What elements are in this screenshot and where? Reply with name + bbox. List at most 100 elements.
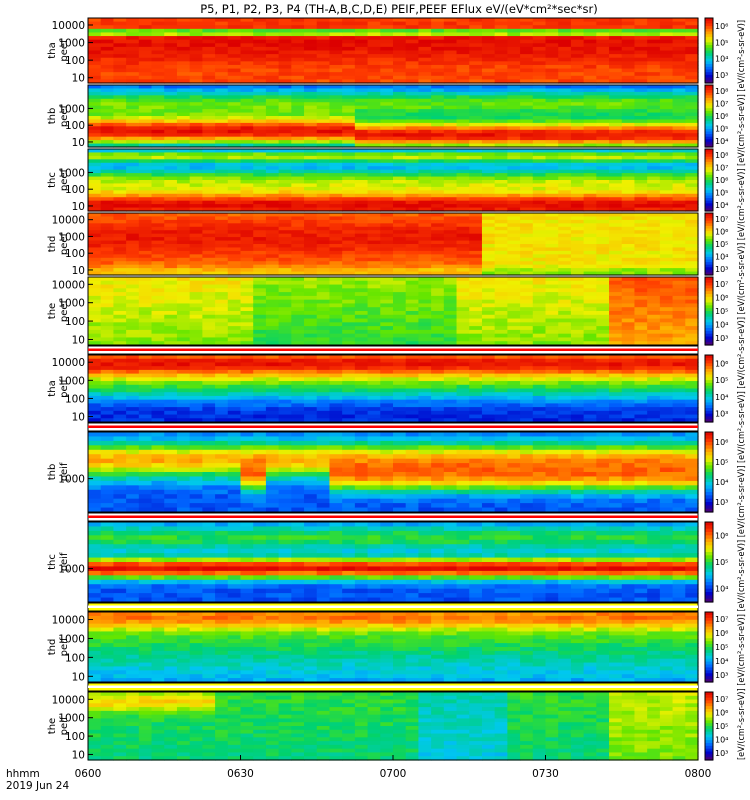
colorbar-band [705, 225, 713, 230]
spectrogram-cell [227, 373, 242, 378]
spectrogram-cell [354, 284, 369, 289]
spectrogram-cell [316, 288, 331, 293]
spectrogram-cell [380, 186, 394, 191]
spectrogram-cell [88, 129, 102, 134]
spectrogram-cell [532, 299, 547, 305]
spectrogram-cell [202, 79, 216, 84]
spectrogram-cell [558, 54, 572, 59]
spectrogram-cell [354, 193, 369, 198]
spectrogram-cell [316, 54, 331, 59]
spectrogram-cell [672, 176, 686, 181]
spectrogram-cell [418, 28, 432, 34]
spectrogram-cell [583, 264, 597, 269]
spectrogram-cell [138, 116, 153, 121]
spectrogram-cell [151, 284, 165, 289]
spectrogram-cell [176, 237, 191, 242]
spectrogram-cell [507, 219, 521, 224]
spectrogram-cell [354, 112, 369, 117]
spectrogram-cell [126, 190, 140, 195]
spectrogram-cell [672, 39, 686, 44]
spectrogram-cell [456, 43, 470, 48]
spectrogram-cell [659, 280, 674, 286]
spectrogram-cell [202, 143, 216, 148]
spectrogram-cell [100, 186, 115, 191]
spectrogram-cell [405, 369, 420, 375]
spectrogram-cell [202, 162, 216, 167]
spectrogram-cell [265, 341, 280, 346]
spectrogram-cell [253, 322, 267, 327]
spectrogram-cell [176, 193, 191, 198]
spectrogram-cell [278, 112, 292, 117]
spectrogram-cell [215, 64, 229, 70]
spectrogram-cell [151, 32, 165, 37]
spectrogram-cell [431, 277, 445, 282]
spectrogram-cell [647, 46, 661, 52]
spectrogram-cell [558, 109, 572, 114]
spectrogram-cell [202, 341, 216, 346]
spectrogram-cell [227, 200, 242, 205]
spectrogram-cell [227, 72, 242, 77]
spectrogram-cell [469, 39, 483, 44]
spectrogram-cell [469, 314, 483, 320]
spectrogram-cell [431, 79, 445, 84]
spectrogram-cell [215, 341, 229, 346]
spectrogram-cell [164, 36, 178, 41]
spectrogram-cell [215, 43, 229, 48]
spectrogram-cell [558, 292, 572, 297]
spectrogram-cell [265, 200, 280, 205]
spectrogram-cell [253, 152, 267, 157]
spectrogram-cell [176, 362, 191, 367]
spectrogram-cell [570, 207, 585, 212]
spectrogram-cell [265, 32, 280, 37]
spectrogram-cell [113, 223, 127, 228]
spectrogram-cell [367, 244, 381, 249]
spectrogram-cell [202, 112, 216, 117]
spectrogram-cell [609, 213, 623, 218]
spectrogram-cell [481, 85, 496, 90]
spectrogram-cell [583, 277, 597, 282]
spectrogram-cell [647, 136, 661, 141]
spectrogram-cell [329, 216, 343, 221]
spectrogram-cell [240, 223, 254, 228]
spectrogram-cell [189, 98, 203, 103]
spectrogram-cell [354, 79, 369, 84]
spectrogram-cell [227, 54, 242, 59]
spectrogram-cell [570, 193, 585, 198]
spectrogram-cell [189, 183, 203, 188]
spectrogram-cell [418, 219, 432, 224]
spectrogram-cell [291, 200, 305, 205]
spectrogram-cell [189, 407, 203, 412]
spectrogram-cell [532, 237, 547, 242]
spectrogram-cell [227, 176, 242, 181]
spectrogram-cell [329, 213, 343, 218]
spectrogram-cell [685, 25, 699, 30]
spectrogram-cell [609, 247, 623, 252]
spectrogram-cell [456, 254, 470, 259]
spectrogram-cell [138, 155, 153, 160]
spectrogram-cell [685, 136, 699, 141]
colorbar-band [705, 299, 713, 304]
spectrogram-cell [100, 18, 115, 23]
spectrogram-cell [316, 91, 331, 96]
spectrogram-cell [520, 180, 534, 185]
spectrogram-cell [609, 91, 623, 96]
spectrogram-cell [431, 72, 445, 77]
spectrogram-cell [520, 136, 534, 141]
y-axis-label-probe: thc [47, 172, 58, 188]
spectrogram-cell [456, 277, 470, 282]
spectrogram-cell [265, 284, 280, 289]
spectrogram-cell [659, 119, 674, 124]
spectrogram-cell [494, 186, 508, 191]
spectrogram-cell [291, 295, 305, 301]
spectrogram-cell [393, 410, 407, 416]
spectrogram-cell [469, 57, 483, 62]
spectrogram-cell [545, 233, 559, 238]
spectrogram-cell [278, 407, 292, 412]
spectrogram-cell [443, 261, 458, 266]
spectrogram-cell [278, 91, 292, 96]
spectrogram-cell [304, 381, 318, 386]
spectrogram-cell [329, 280, 343, 286]
colorbar-band [705, 53, 713, 57]
spectrogram-cell [431, 126, 445, 131]
